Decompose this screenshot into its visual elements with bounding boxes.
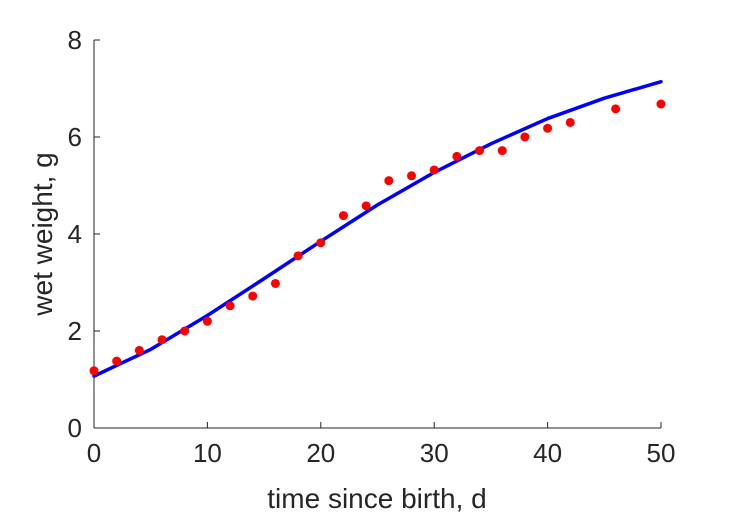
data-point (407, 171, 417, 181)
data-point (89, 366, 99, 376)
data-point (316, 238, 326, 248)
data-point (225, 301, 235, 311)
x-tick-label: 50 (647, 438, 676, 468)
axes (93, 40, 661, 429)
y-tick-label: 4 (68, 219, 82, 249)
data-point (134, 345, 144, 355)
x-tick-label: 0 (87, 438, 101, 468)
y-tick-label: 8 (68, 25, 82, 55)
data-point (248, 291, 258, 301)
y-axis-label: wet weight, g (27, 152, 58, 316)
data-point (475, 146, 485, 156)
data-point (338, 211, 348, 221)
data-point (157, 335, 167, 345)
y-tick-label: 0 (68, 413, 82, 443)
data-point (656, 99, 666, 109)
x-tick-label: 30 (420, 438, 449, 468)
data-point (202, 316, 212, 326)
data-point (565, 117, 575, 127)
data-point (180, 326, 190, 336)
x-tick-label: 10 (193, 438, 222, 468)
data-point (497, 146, 507, 156)
data-point (361, 201, 371, 211)
data-point (611, 104, 621, 114)
y-tick-label: 2 (68, 316, 82, 346)
data-point (112, 356, 122, 366)
data-point (543, 123, 553, 133)
fit-line (92, 79, 663, 378)
plot-area (89, 79, 666, 378)
x-ticks: 0 10 20 30 40 50 (87, 422, 676, 468)
data-point (429, 165, 439, 175)
y-tick-label: 6 (68, 122, 82, 152)
data-point (293, 251, 303, 261)
x-tick-label: 20 (306, 438, 335, 468)
x-axis-label: time since birth, d (267, 483, 486, 514)
y-ticks: 0 2 4 6 8 (68, 25, 100, 443)
data-point (452, 151, 462, 161)
data-point (520, 132, 530, 142)
x-tick-label: 40 (533, 438, 562, 468)
data-point (270, 278, 280, 288)
data-point (384, 176, 394, 186)
